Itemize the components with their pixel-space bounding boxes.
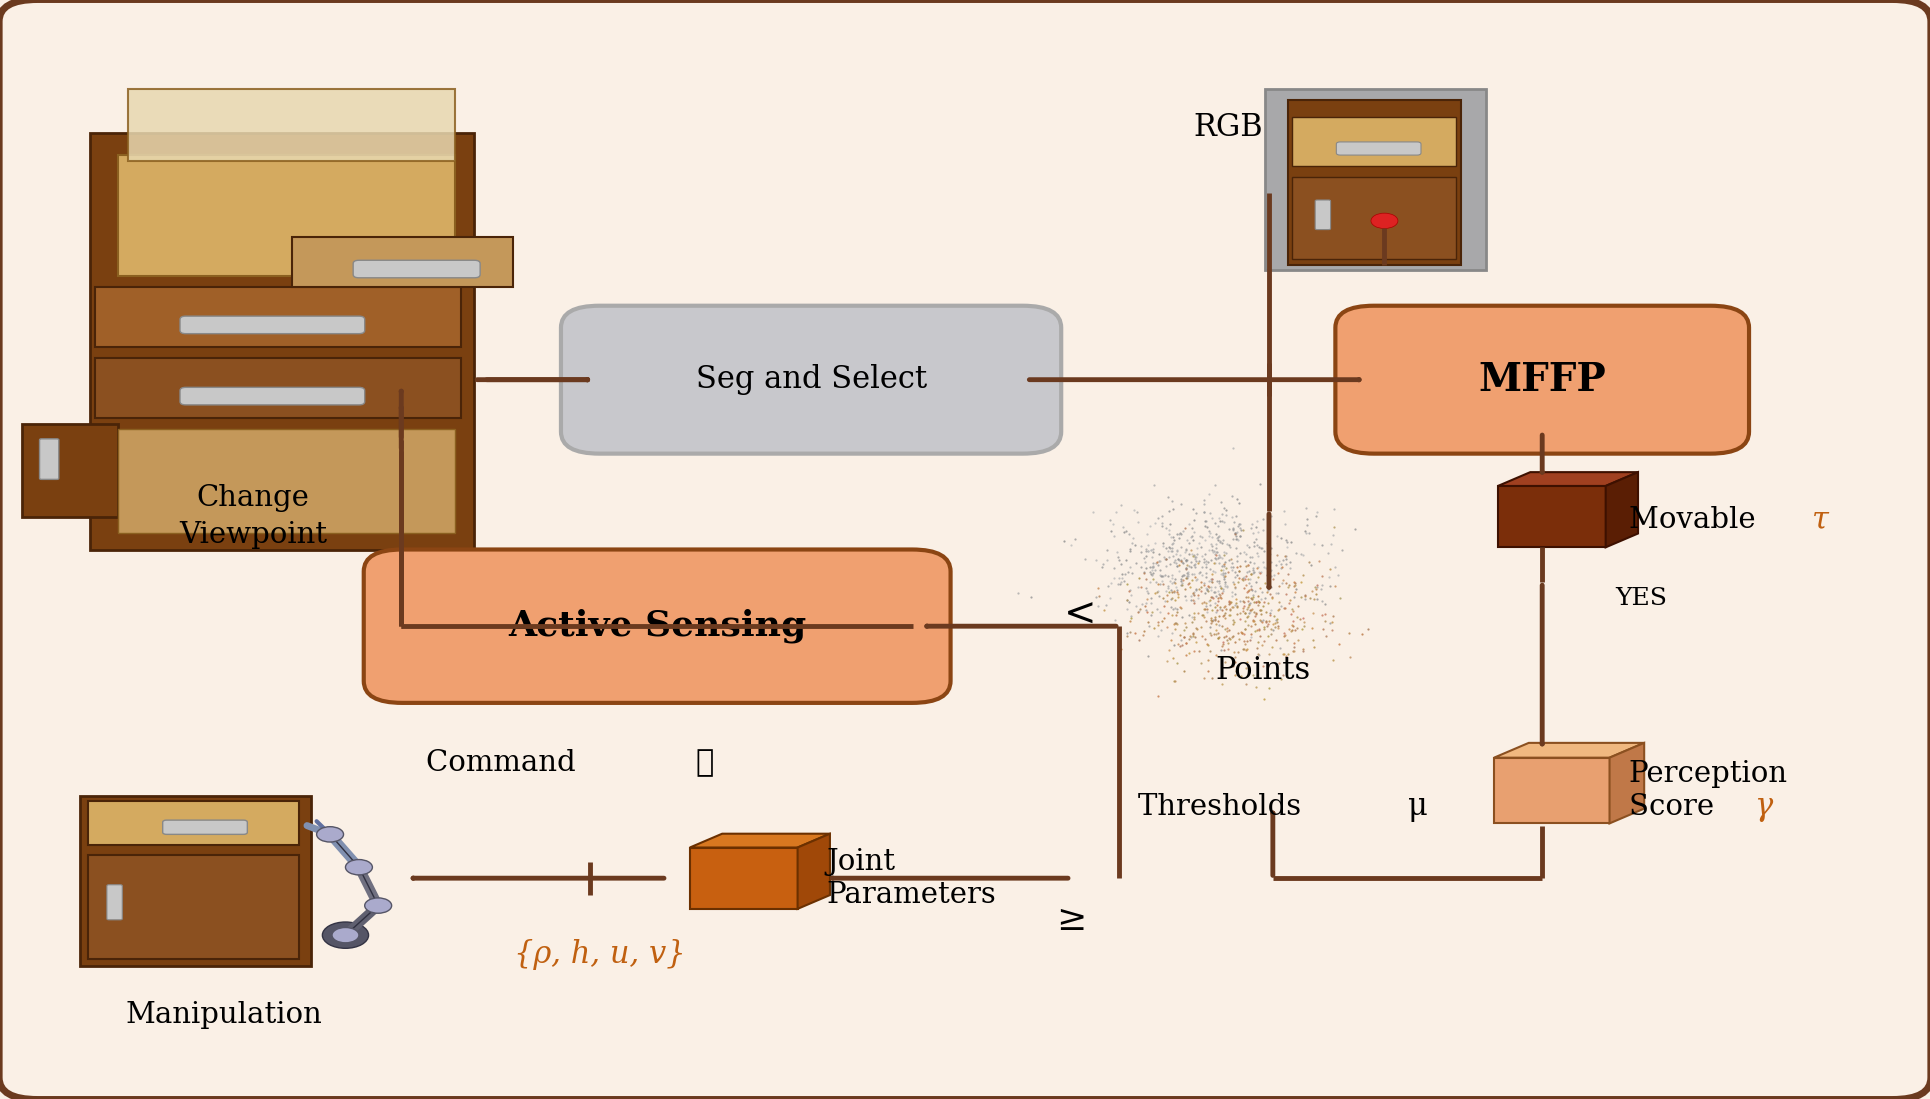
Text: Joint: Joint xyxy=(826,847,896,876)
FancyBboxPatch shape xyxy=(363,550,951,703)
FancyBboxPatch shape xyxy=(562,306,1062,454)
FancyBboxPatch shape xyxy=(162,820,247,834)
Text: Score: Score xyxy=(1629,793,1723,821)
Polygon shape xyxy=(1498,486,1606,547)
Polygon shape xyxy=(689,834,830,847)
FancyBboxPatch shape xyxy=(118,429,455,533)
Text: Change
Viewpoint: Change Viewpoint xyxy=(179,485,326,550)
Text: τ: τ xyxy=(1812,504,1828,535)
FancyBboxPatch shape xyxy=(1266,89,1486,270)
Circle shape xyxy=(1370,213,1397,229)
FancyBboxPatch shape xyxy=(1336,306,1749,454)
Circle shape xyxy=(365,898,392,913)
Text: Seg and Select: Seg and Select xyxy=(695,364,926,396)
Text: RGB: RGB xyxy=(1193,112,1264,143)
Text: μ: μ xyxy=(1407,791,1428,822)
Polygon shape xyxy=(1610,743,1644,823)
Text: Movable: Movable xyxy=(1629,506,1764,534)
FancyBboxPatch shape xyxy=(39,439,58,479)
Circle shape xyxy=(332,928,359,943)
FancyBboxPatch shape xyxy=(95,287,461,347)
Text: 𝓞: 𝓞 xyxy=(695,747,714,779)
Polygon shape xyxy=(1494,757,1610,823)
Text: ≥: ≥ xyxy=(1056,902,1087,936)
FancyBboxPatch shape xyxy=(1287,100,1461,265)
FancyBboxPatch shape xyxy=(89,133,475,550)
Text: γ: γ xyxy=(1754,791,1772,822)
Text: MFFP: MFFP xyxy=(1478,360,1606,399)
Polygon shape xyxy=(689,847,797,909)
FancyBboxPatch shape xyxy=(1291,116,1455,166)
FancyBboxPatch shape xyxy=(127,89,455,160)
Text: Thresholds: Thresholds xyxy=(1139,793,1310,821)
FancyBboxPatch shape xyxy=(79,796,311,966)
FancyBboxPatch shape xyxy=(1336,142,1420,155)
Circle shape xyxy=(322,922,369,948)
FancyBboxPatch shape xyxy=(179,387,365,404)
FancyBboxPatch shape xyxy=(1314,200,1330,230)
Text: Active Sensing: Active Sensing xyxy=(508,609,807,643)
Text: Parameters: Parameters xyxy=(826,880,996,909)
Text: Manipulation: Manipulation xyxy=(125,1001,322,1029)
Circle shape xyxy=(317,826,344,842)
Text: Perception: Perception xyxy=(1629,761,1787,788)
FancyBboxPatch shape xyxy=(118,155,455,276)
Polygon shape xyxy=(1606,473,1639,547)
Text: YES: YES xyxy=(1615,587,1668,610)
FancyBboxPatch shape xyxy=(291,237,513,287)
Text: Command: Command xyxy=(427,750,585,777)
FancyBboxPatch shape xyxy=(106,885,122,920)
FancyBboxPatch shape xyxy=(1291,177,1455,259)
FancyBboxPatch shape xyxy=(353,260,481,278)
Circle shape xyxy=(345,859,372,875)
Polygon shape xyxy=(1498,473,1639,486)
Polygon shape xyxy=(23,423,118,517)
FancyBboxPatch shape xyxy=(95,358,461,418)
Text: Points: Points xyxy=(1216,655,1310,686)
FancyBboxPatch shape xyxy=(87,801,299,845)
FancyBboxPatch shape xyxy=(179,317,365,334)
Text: {ρ, h, u, v}: {ρ, h, u, v} xyxy=(513,940,685,970)
FancyBboxPatch shape xyxy=(87,855,299,959)
Text: <: < xyxy=(1063,597,1096,634)
Polygon shape xyxy=(1494,743,1644,757)
Polygon shape xyxy=(797,834,830,909)
